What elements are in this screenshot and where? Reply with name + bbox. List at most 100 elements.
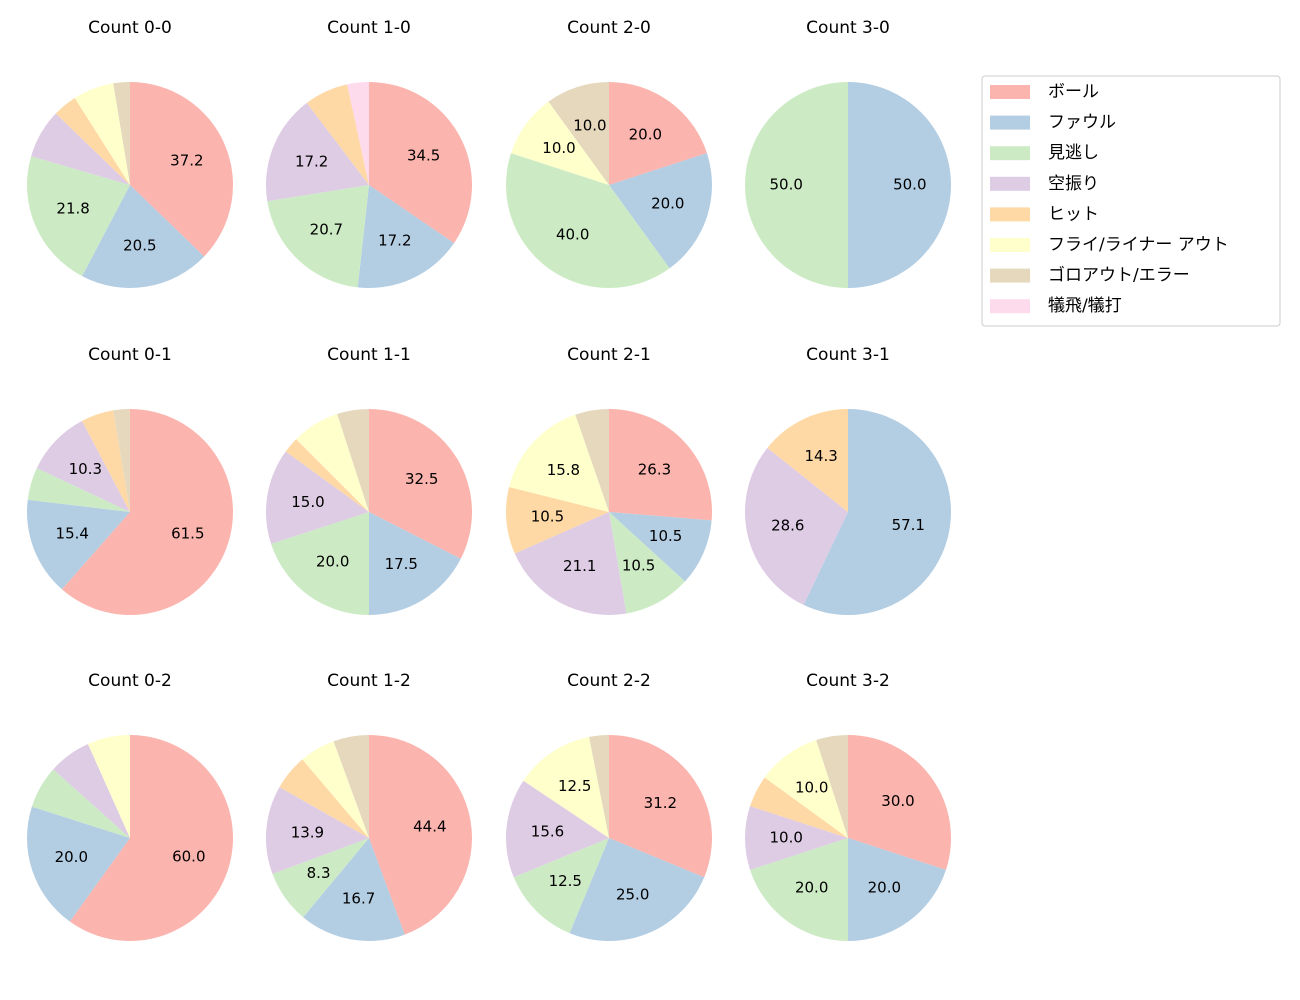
pie-slice <box>26 499 130 590</box>
pie-slice <box>609 153 712 269</box>
value-label: 50.0 <box>769 176 802 194</box>
value-label: 17.2 <box>295 152 328 170</box>
pie-slice <box>303 838 405 941</box>
pie-slice <box>514 512 627 616</box>
legend-label: 犠飛/犠打 <box>1048 296 1122 316</box>
chart-title: Count 1-2 <box>327 671 411 691</box>
pie-slice <box>27 468 130 512</box>
legend-label: 見逃し <box>1048 143 1099 163</box>
legend-swatch <box>990 299 1030 314</box>
pie-slice <box>82 410 130 512</box>
pie-slice <box>69 735 234 941</box>
pie-slice <box>369 409 473 559</box>
value-label: 10.5 <box>649 527 682 545</box>
pie-slice <box>27 806 130 922</box>
pie-slice <box>803 409 951 615</box>
pie-slice <box>505 487 609 554</box>
chart-title: Count 3-2 <box>806 671 890 691</box>
value-label: 21.1 <box>563 557 596 575</box>
legend-swatch <box>990 85 1030 99</box>
legend-label: ファウル <box>1048 113 1116 133</box>
legend-label: フライ/ライナー アウト <box>1048 235 1229 255</box>
value-label: 10.3 <box>69 460 102 478</box>
value-label: 20.0 <box>795 878 828 896</box>
pie-slice <box>347 82 369 185</box>
value-label: 34.5 <box>407 147 440 165</box>
pie-slice <box>113 82 130 185</box>
pie-slice <box>745 806 848 870</box>
value-label: 30.0 <box>881 792 914 810</box>
pie-slice <box>333 735 369 838</box>
pie-slice <box>279 759 369 838</box>
value-label: 32.5 <box>405 470 438 488</box>
value-label: 17.2 <box>378 232 411 250</box>
value-label: 57.1 <box>892 516 925 534</box>
chart-title: Count 3-1 <box>806 345 890 365</box>
value-label: 15.6 <box>531 822 564 840</box>
pie-slice <box>265 102 369 202</box>
value-label: 15.0 <box>291 493 324 511</box>
value-label: 20.0 <box>651 195 684 213</box>
pie-slice <box>511 101 609 185</box>
chart-title: Count 2-2 <box>567 671 651 691</box>
chart-title: Count 3-0 <box>806 18 890 38</box>
pie-slice <box>266 451 369 544</box>
pie-slice <box>36 420 131 512</box>
value-label: 28.6 <box>771 516 804 534</box>
value-label: 10.0 <box>795 779 828 797</box>
chart-title: Count 1-0 <box>327 18 411 38</box>
legend-label: ヒット <box>1048 204 1099 224</box>
value-label: 15.4 <box>56 525 89 543</box>
value-label: 50.0 <box>893 176 926 194</box>
value-label: 14.3 <box>804 447 837 465</box>
value-label: 12.5 <box>558 777 591 795</box>
value-label: 12.5 <box>549 872 582 890</box>
legend-swatch <box>990 176 1030 191</box>
value-label: 21.8 <box>56 200 89 218</box>
legend-swatch <box>990 146 1030 161</box>
pie-slice <box>266 787 369 874</box>
legend-label: ゴロアウト/エラー <box>1048 265 1190 286</box>
chart-title: Count 2-0 <box>567 18 651 38</box>
value-label: 61.5 <box>171 524 204 542</box>
value-label: 8.3 <box>307 864 331 882</box>
value-label: 26.3 <box>638 461 671 479</box>
value-label: 20.7 <box>310 220 343 238</box>
pie-slice <box>609 512 685 614</box>
pie-slice <box>296 414 369 512</box>
pie-slice <box>609 82 707 185</box>
pie-slice <box>750 777 848 838</box>
pie-slice <box>506 780 609 878</box>
pie-slice <box>61 409 234 616</box>
legend-label: 空振り <box>1048 174 1099 194</box>
pie-slice <box>750 838 848 941</box>
pie-slice <box>523 736 609 838</box>
pie-slice <box>513 838 609 934</box>
pie-slice <box>369 82 472 244</box>
legend-swatch <box>990 115 1030 130</box>
pie-slice <box>113 409 130 512</box>
pie-slice <box>509 414 609 512</box>
pie-slice <box>745 447 848 605</box>
value-label: 20.0 <box>629 126 662 144</box>
chart-title: Count 0-0 <box>88 18 172 38</box>
pie-slice <box>569 838 705 941</box>
pie-slice <box>369 735 473 935</box>
legend-swatch <box>990 268 1030 283</box>
pie-slice <box>272 838 369 918</box>
pie-slice <box>848 735 951 870</box>
value-label: 44.4 <box>413 818 446 836</box>
value-label: 10.5 <box>622 557 655 575</box>
pie-slice <box>82 185 205 289</box>
pie-slice <box>74 83 130 185</box>
value-label: 10.0 <box>769 829 802 847</box>
value-label: 10.0 <box>542 139 575 157</box>
value-label: 17.5 <box>385 555 418 573</box>
chart-title: Count 2-1 <box>567 345 651 365</box>
pie-slice <box>27 156 131 277</box>
value-label: 40.0 <box>556 225 589 243</box>
pie-slice <box>609 735 712 878</box>
pie-slice <box>848 838 946 941</box>
pie-slice <box>609 409 712 521</box>
